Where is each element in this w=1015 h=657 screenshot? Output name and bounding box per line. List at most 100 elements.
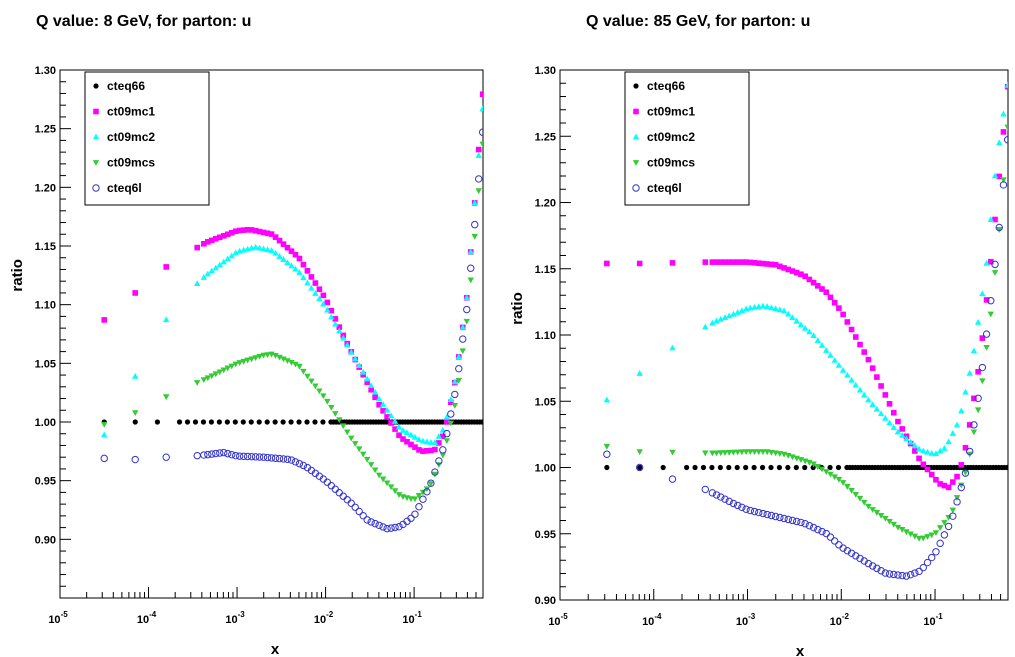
legend-entry: cteq6l — [107, 181, 142, 195]
data-point — [379, 523, 387, 531]
data-point — [831, 474, 838, 481]
data-point — [304, 419, 310, 425]
data-point — [248, 356, 255, 363]
data-point — [371, 388, 379, 395]
data-point — [280, 356, 287, 363]
data-point — [304, 267, 311, 274]
data-point — [268, 231, 275, 237]
data-point — [395, 522, 403, 531]
data-point — [852, 552, 860, 560]
data-point — [996, 227, 1003, 233]
data-point — [793, 269, 800, 276]
data-point — [809, 523, 818, 532]
data-point — [344, 341, 351, 348]
data-point — [713, 450, 720, 457]
data-point — [712, 491, 721, 499]
data-point — [636, 370, 643, 376]
data-point — [475, 152, 482, 158]
legend-marker — [93, 108, 99, 115]
data-point — [411, 496, 419, 503]
legend-entry: ct09mcs — [107, 156, 155, 170]
data-point — [668, 475, 677, 483]
data-point — [331, 485, 339, 493]
data-point — [933, 476, 939, 483]
data-point — [992, 216, 998, 223]
series-ct09mcs — [603, 124, 1008, 542]
data-point — [936, 525, 944, 531]
data-point — [212, 264, 219, 271]
data-point — [793, 517, 801, 526]
data-point — [387, 524, 395, 532]
data-point — [810, 461, 817, 468]
data-point — [239, 452, 248, 461]
data-point — [264, 246, 271, 253]
data-point — [296, 255, 303, 262]
data-point — [455, 364, 463, 373]
data-point — [683, 464, 690, 471]
data-point — [352, 441, 359, 447]
data-point — [339, 492, 347, 500]
data-point — [351, 503, 359, 511]
data-point — [275, 454, 284, 463]
data-point — [814, 464, 822, 470]
data-point — [717, 493, 725, 501]
data-point — [228, 252, 235, 259]
data-point — [244, 357, 251, 364]
data-point — [848, 326, 855, 333]
x-tick-label: 10-1 — [923, 612, 943, 628]
data-point — [391, 418, 399, 424]
data-point — [801, 324, 809, 331]
data-point — [726, 312, 733, 319]
data-point — [435, 433, 443, 439]
data-point — [669, 449, 676, 456]
data-point — [399, 427, 407, 433]
data-point — [459, 335, 467, 343]
data-point — [308, 284, 315, 291]
series-ct09mc2 — [101, 105, 483, 445]
legend-entry: ct09mc2 — [647, 130, 695, 144]
data-point — [372, 394, 378, 401]
data-point — [861, 499, 868, 506]
y-tick-label: 1.00 — [35, 417, 56, 429]
x-tick-label: 10-4 — [137, 610, 157, 626]
data-point — [996, 139, 1003, 146]
data-point — [763, 510, 771, 519]
data-point — [162, 453, 170, 461]
y-tick-label: 1.05 — [35, 358, 56, 370]
legend-box — [84, 71, 210, 206]
data-point — [132, 419, 138, 425]
data-point — [1004, 82, 1008, 88]
data-point — [861, 349, 868, 355]
data-point — [232, 361, 239, 368]
data-point — [839, 544, 847, 552]
data-point — [877, 513, 885, 519]
data-point — [987, 297, 995, 305]
data-point — [415, 436, 423, 442]
data-point — [272, 352, 279, 359]
data-point — [240, 227, 247, 233]
data-point — [316, 388, 323, 395]
y-tick-label: 0.90 — [535, 595, 556, 607]
data-point — [890, 424, 897, 430]
data-point — [232, 228, 239, 235]
data-point — [256, 419, 262, 425]
data-point — [371, 519, 379, 528]
data-point — [755, 508, 763, 517]
data-point — [251, 453, 260, 461]
data-point — [431, 471, 439, 478]
data-point — [733, 501, 742, 510]
data-point — [924, 466, 931, 473]
y-axis-label: ratio — [509, 292, 526, 325]
data-point — [1004, 124, 1008, 131]
data-point — [415, 493, 423, 499]
data-point — [801, 520, 809, 528]
legend-entry: ct09mc1 — [647, 105, 695, 119]
data-point — [734, 309, 741, 315]
data-point — [475, 146, 482, 153]
data-point — [200, 377, 208, 383]
data-point — [785, 310, 792, 317]
data-point — [360, 371, 366, 378]
data-point — [902, 572, 911, 580]
data-point — [991, 172, 999, 179]
data-point — [375, 395, 383, 402]
